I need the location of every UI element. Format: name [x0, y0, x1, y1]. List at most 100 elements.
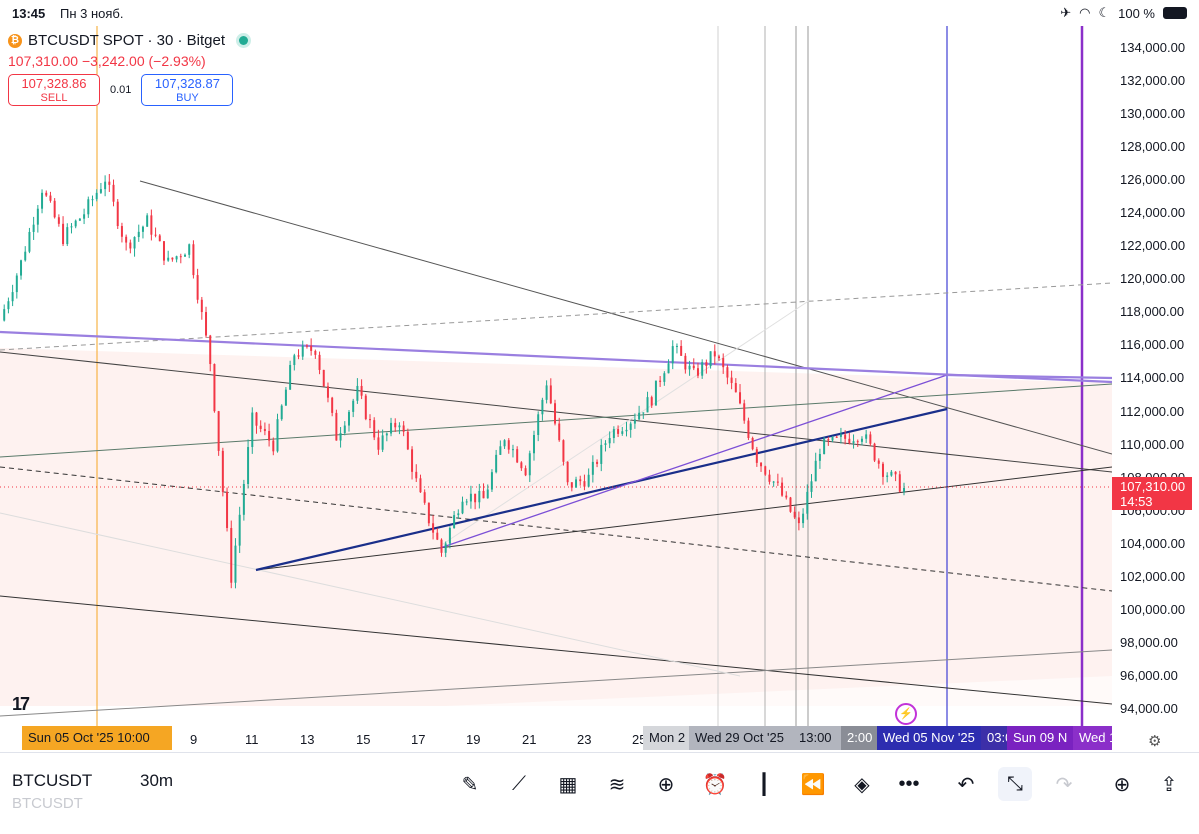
candle [671, 346, 674, 364]
candle [591, 461, 594, 475]
candle [722, 358, 725, 368]
undo-icon[interactable]: ↶ [957, 773, 975, 796]
spread-value: 0.01 [110, 84, 132, 96]
more-icon[interactable]: ••• [898, 772, 920, 795]
candle [402, 425, 405, 432]
candle [28, 231, 31, 252]
candle [646, 397, 649, 413]
candle [20, 260, 23, 276]
symbol-name[interactable]: BTCUSDT [12, 771, 93, 790]
candle [104, 181, 107, 190]
candle [7, 301, 10, 310]
compare-icon[interactable]: ≋ [608, 773, 626, 796]
candle [234, 545, 237, 583]
symbol-name-ghost: BTCUSDT [12, 795, 83, 812]
price-axis-label: 130,000.00 [1120, 105, 1186, 121]
price-axis-label: 134,000.00 [1120, 39, 1186, 55]
xaxis-tick: 11 [245, 732, 259, 747]
timeframe-selector[interactable]: 30m [140, 771, 174, 790]
candle [11, 292, 14, 302]
candle [226, 491, 229, 528]
candle [696, 368, 699, 376]
buy-button[interactable]: 107,328.87 BUY [141, 74, 234, 106]
price-axis-label: 122,000.00 [1120, 238, 1186, 254]
candle [633, 419, 636, 424]
candle [171, 257, 174, 260]
candle [478, 490, 481, 503]
candle [835, 436, 838, 438]
candle [755, 449, 758, 463]
candle [873, 443, 876, 461]
candle [356, 385, 359, 401]
time-axis[interactable]: Sun 05 Oct '25 10:00 9 11 13 15 17 19 21… [0, 726, 1112, 750]
add-user-icon[interactable]: ⊕ [1113, 773, 1131, 796]
layout-grid-icon[interactable]: ▦ [558, 773, 578, 796]
candle [562, 440, 565, 462]
candle [549, 385, 552, 404]
axis-settings-icon[interactable]: ⚙ [1148, 733, 1162, 750]
layers-icon[interactable]: ◈ [854, 773, 870, 796]
candle [377, 437, 380, 450]
sell-button[interactable]: 107,328.86 SELL [8, 74, 100, 106]
candle [196, 275, 199, 300]
candle [486, 489, 489, 499]
candle [516, 449, 519, 463]
candle [394, 422, 397, 428]
redo-icon[interactable]: ↷ [1055, 773, 1073, 796]
candle [848, 438, 851, 444]
candle [373, 420, 376, 438]
candle [726, 367, 729, 378]
candle [625, 429, 628, 432]
symbol-title[interactable]: BTCUSDT SPOT · 30 · Bitget [28, 32, 225, 49]
indicators-icon[interactable]: ⟋ [512, 772, 526, 795]
candle [360, 385, 363, 396]
add-circle-icon[interactable]: ⊕ [657, 773, 675, 796]
candle [810, 481, 813, 492]
candle [326, 386, 329, 398]
candle [772, 481, 775, 483]
candle [579, 479, 582, 482]
share-icon[interactable]: ⇪ [1160, 773, 1178, 796]
trendline-lower-descending [0, 595, 1112, 705]
trendline-dashed-gray [0, 282, 1112, 351]
replay-icon[interactable]: ⏪ [800, 773, 826, 796]
candle [272, 440, 275, 452]
candle-type-icon[interactable]: ┃ [757, 773, 771, 796]
alarm-icon[interactable]: ⏰ [702, 773, 728, 796]
xaxis-tick: 23 [577, 732, 592, 747]
price-axis[interactable]: 134,000.00 132,000.00 130,000.00 128,000.00… [1112, 26, 1199, 726]
draw-pen-icon[interactable]: ✎ [461, 773, 479, 796]
flash-icon[interactable]: ⚡ [895, 703, 917, 725]
candle [108, 181, 111, 185]
last-price-countdown: 14:53 [1120, 494, 1153, 509]
candle [705, 362, 708, 366]
candle [184, 254, 187, 257]
candle [886, 475, 889, 477]
candle [390, 422, 393, 434]
trendline-bottom [0, 649, 1112, 717]
candle [398, 425, 401, 428]
shaded-zone-lower [0, 676, 1112, 726]
candle [15, 275, 18, 293]
collapse-icon[interactable]: ⤡ [998, 767, 1032, 801]
candle [659, 380, 662, 382]
trendline-purple-resistance [0, 330, 1112, 384]
candle [469, 493, 472, 502]
candle [747, 420, 750, 438]
xaxis-tick: 25 [632, 732, 647, 747]
trendline-upper-descending [139, 180, 1112, 455]
candle [823, 439, 826, 455]
price-chart[interactable] [0, 26, 1112, 726]
candle [688, 365, 691, 370]
xaxis-wed05-label: Wed 05 Nov '25 [877, 726, 981, 750]
candle [537, 414, 540, 436]
trendline-faint [0, 512, 741, 677]
candle [890, 471, 893, 476]
candles [3, 173, 905, 589]
candle [158, 235, 161, 242]
trendline-dashed [0, 466, 1112, 592]
candle [781, 482, 784, 496]
price-axis-label: 124,000.00 [1120, 204, 1186, 220]
candle [32, 224, 35, 232]
market-open-icon [239, 36, 248, 45]
